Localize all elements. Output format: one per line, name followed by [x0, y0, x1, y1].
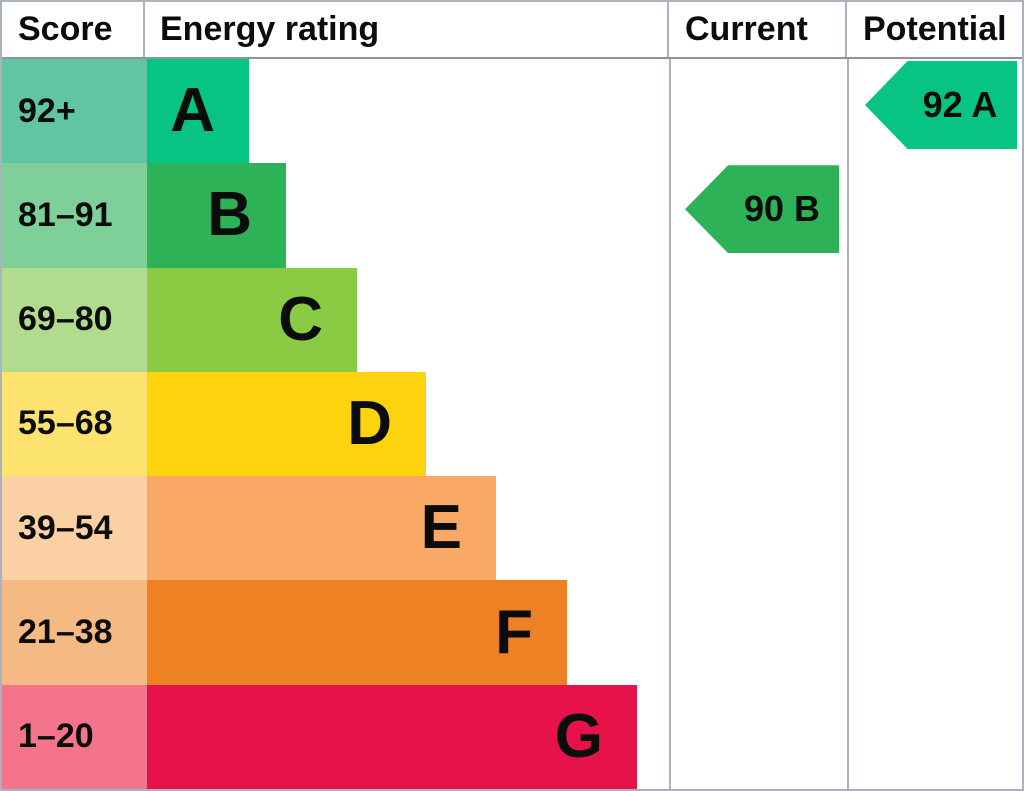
band-letter-label: G — [554, 701, 603, 771]
band-letter-label: C — [278, 284, 323, 354]
band-score-cell: 81–91 — [2, 163, 147, 268]
current-rating-arrow: 90 B — [685, 165, 839, 254]
band-score-label: 21–38 — [18, 613, 113, 652]
current-column-cell: 90 B — [669, 163, 847, 268]
current-column-cell — [669, 684, 847, 789]
current-column-cell — [669, 267, 847, 372]
header-score: Score — [2, 2, 145, 57]
band-row: 81–91 B 90 B — [2, 163, 1022, 268]
band-rating-cell: B — [147, 163, 669, 268]
potential-column-cell — [847, 684, 1022, 789]
band-score-cell: 69–80 — [2, 267, 147, 372]
potential-rating-arrow: 92 A — [865, 61, 1017, 149]
potential-column-cell — [847, 163, 1022, 268]
header-potential: Potential — [845, 2, 1022, 57]
band-bar: C — [147, 267, 357, 372]
potential-column-cell — [847, 371, 1022, 477]
band-score-label: 55–68 — [18, 404, 113, 443]
band-rating-cell: A — [147, 59, 669, 164]
header-energy-rating: Energy rating — [160, 10, 380, 48]
band-letter-label: F — [495, 597, 533, 667]
band-letter-label: A — [170, 76, 215, 146]
band-rating-cell: G — [147, 684, 669, 789]
band-rows: 92+ A 92 A 81–91 B 90 B 69–80 C — [2, 59, 1022, 789]
band-row: 55–68 D — [2, 371, 1022, 477]
band-row: 92+ A 92 A — [2, 59, 1022, 164]
current-column-cell — [669, 476, 847, 581]
band-bar: G — [147, 684, 637, 789]
band-score-label: 81–91 — [18, 195, 113, 234]
current-rating-label: 90 B — [743, 188, 821, 230]
band-bar: A — [147, 59, 249, 164]
band-rating-cell: F — [147, 580, 669, 685]
potential-column-cell: 92 A — [847, 59, 1022, 164]
band-score-cell: 92+ — [2, 59, 147, 164]
band-score-label: 69–80 — [18, 300, 113, 339]
band-bar: B — [147, 163, 286, 268]
band-row: 69–80 C — [2, 267, 1022, 372]
potential-rating-label: 92 A — [922, 84, 998, 125]
band-row: 1–20 G — [2, 684, 1022, 789]
band-row: 21–38 F — [2, 580, 1022, 685]
potential-column-cell — [847, 580, 1022, 685]
band-bar: E — [147, 476, 496, 581]
band-score-label: 92+ — [18, 91, 76, 130]
header-current: Current — [667, 2, 845, 57]
band-score-label: 1–20 — [18, 717, 94, 756]
current-column-cell — [669, 59, 847, 164]
band-score-label: 39–54 — [18, 508, 113, 547]
band-letter-label: E — [420, 493, 462, 563]
band-score-cell: 1–20 — [2, 684, 147, 789]
potential-column-cell — [847, 476, 1022, 581]
chart-header: Score Energy rating Current Potential — [2, 2, 1022, 59]
band-score-cell: 21–38 — [2, 580, 147, 685]
band-rating-cell: E — [147, 476, 669, 581]
current-column-cell — [669, 371, 847, 477]
current-column-cell — [669, 580, 847, 685]
band-score-cell: 55–68 — [2, 371, 147, 477]
band-bar: D — [147, 371, 426, 477]
band-letter-label: B — [207, 180, 252, 250]
band-rating-cell: D — [147, 371, 669, 477]
band-bar: F — [147, 580, 567, 685]
band-row: 39–54 E — [2, 476, 1022, 581]
band-score-cell: 39–54 — [2, 476, 147, 581]
potential-column-cell — [847, 267, 1022, 372]
band-letter-label: D — [347, 388, 392, 458]
band-rating-cell: C — [147, 267, 669, 372]
